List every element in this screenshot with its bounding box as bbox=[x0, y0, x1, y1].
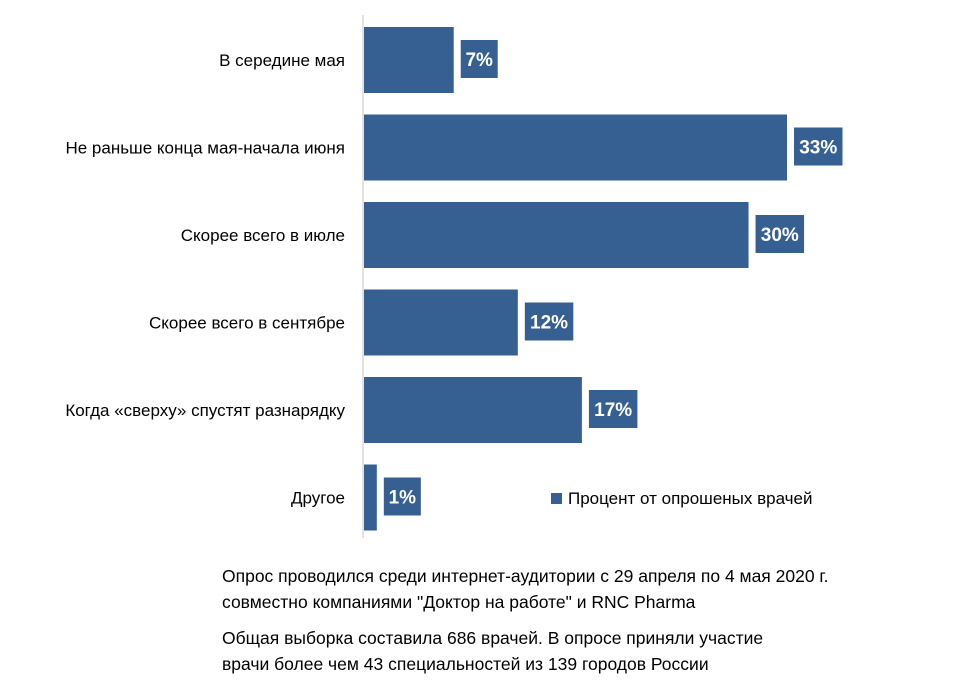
bar bbox=[364, 289, 518, 356]
data-label-box bbox=[383, 477, 421, 516]
data-label: 30% bbox=[761, 225, 799, 246]
category-label: Другое bbox=[291, 489, 345, 508]
data-label: 33% bbox=[799, 138, 837, 159]
bar-chart: В середине мая 7% Не раньше конца мая-нача… bbox=[65, 15, 843, 538]
category-label: Скорее всего в июле bbox=[181, 226, 345, 245]
bar bbox=[364, 202, 749, 268]
data-label: 12% bbox=[530, 313, 568, 334]
data-label: 1% bbox=[389, 488, 417, 509]
notes-block: Опрос проводился среди интернет-аудитори… bbox=[222, 563, 952, 687]
sample-note: Общая выборка составила 686 врачей. В оп… bbox=[222, 628, 764, 674]
bar bbox=[364, 27, 454, 93]
survey-note: Опрос проводился среди интернет-аудитори… bbox=[222, 566, 829, 612]
data-label-box bbox=[588, 390, 638, 428]
data-label-box bbox=[755, 215, 805, 253]
data-label-box bbox=[524, 302, 574, 341]
data-label: 17% bbox=[594, 400, 632, 421]
bar bbox=[364, 114, 787, 181]
legend-label: Процент от опрошеных врачей bbox=[568, 489, 812, 508]
category-label: Когда «сверху» спустят разнарядку bbox=[65, 401, 345, 420]
data-label-box bbox=[460, 40, 498, 78]
category-label: Не раньше конца мая-начала июня bbox=[65, 139, 345, 158]
legend-swatch bbox=[551, 493, 562, 504]
category-label: В середине мая bbox=[219, 51, 345, 70]
bar bbox=[364, 464, 377, 531]
data-label-box bbox=[794, 127, 843, 166]
bar bbox=[364, 377, 582, 443]
category-label: Скорее всего в сентябре bbox=[149, 314, 345, 333]
bars-group: В середине мая 7% Не раньше конца мая-нача… bbox=[65, 27, 843, 531]
legend: Процент от опрошеных врачей bbox=[551, 489, 812, 508]
data-label: 7% bbox=[465, 50, 493, 71]
